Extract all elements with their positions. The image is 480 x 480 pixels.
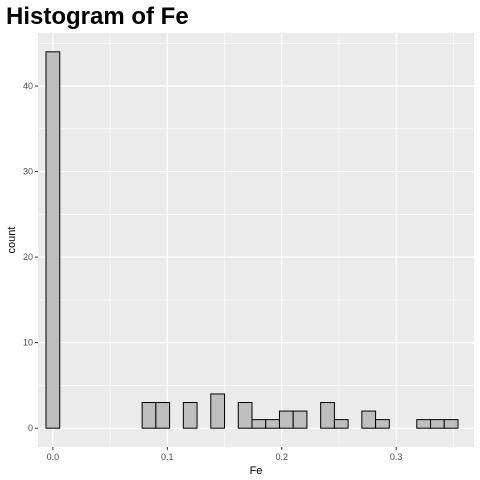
histogram-bar bbox=[333, 419, 349, 429]
histogram-bar bbox=[430, 419, 445, 429]
histogram-bar bbox=[237, 402, 253, 429]
histogram-bar bbox=[278, 410, 294, 429]
histogram-bar bbox=[375, 419, 390, 429]
x-axis-title: Fe bbox=[250, 465, 263, 477]
histogram-bar bbox=[416, 419, 432, 429]
y-axis: 0 10 20 30 40 bbox=[23, 81, 38, 433]
histogram-bar bbox=[210, 393, 226, 429]
y-tick-label: 10 bbox=[23, 338, 33, 348]
plot-panel bbox=[38, 33, 474, 447]
histogram-bar bbox=[361, 410, 377, 429]
histogram-bar bbox=[45, 51, 61, 429]
histogram-bar bbox=[265, 419, 280, 429]
histogram-bar bbox=[320, 402, 335, 429]
histogram-bar bbox=[251, 419, 267, 429]
histogram-bar bbox=[182, 402, 198, 429]
histogram-bar bbox=[141, 402, 157, 429]
x-axis: 0.0 0.1 0.2 0.3 bbox=[47, 447, 403, 462]
grid-minor bbox=[38, 33, 474, 447]
chart-title: Histogram of Fe bbox=[6, 3, 189, 30]
histogram-bar bbox=[443, 419, 459, 429]
histogram-bar bbox=[292, 410, 308, 429]
x-tick-label: 0.0 bbox=[47, 452, 60, 462]
y-tick-label: 0 bbox=[28, 423, 33, 433]
bars bbox=[45, 51, 459, 429]
x-tick-label: 0.3 bbox=[390, 452, 403, 462]
y-tick-label: 30 bbox=[23, 167, 33, 177]
y-axis-title: count bbox=[6, 227, 18, 254]
y-tick-label: 40 bbox=[23, 81, 33, 91]
x-tick-label: 0.2 bbox=[275, 452, 288, 462]
x-tick-label: 0.1 bbox=[161, 452, 174, 462]
histogram-bar bbox=[155, 402, 171, 429]
y-tick-label: 20 bbox=[23, 252, 33, 262]
